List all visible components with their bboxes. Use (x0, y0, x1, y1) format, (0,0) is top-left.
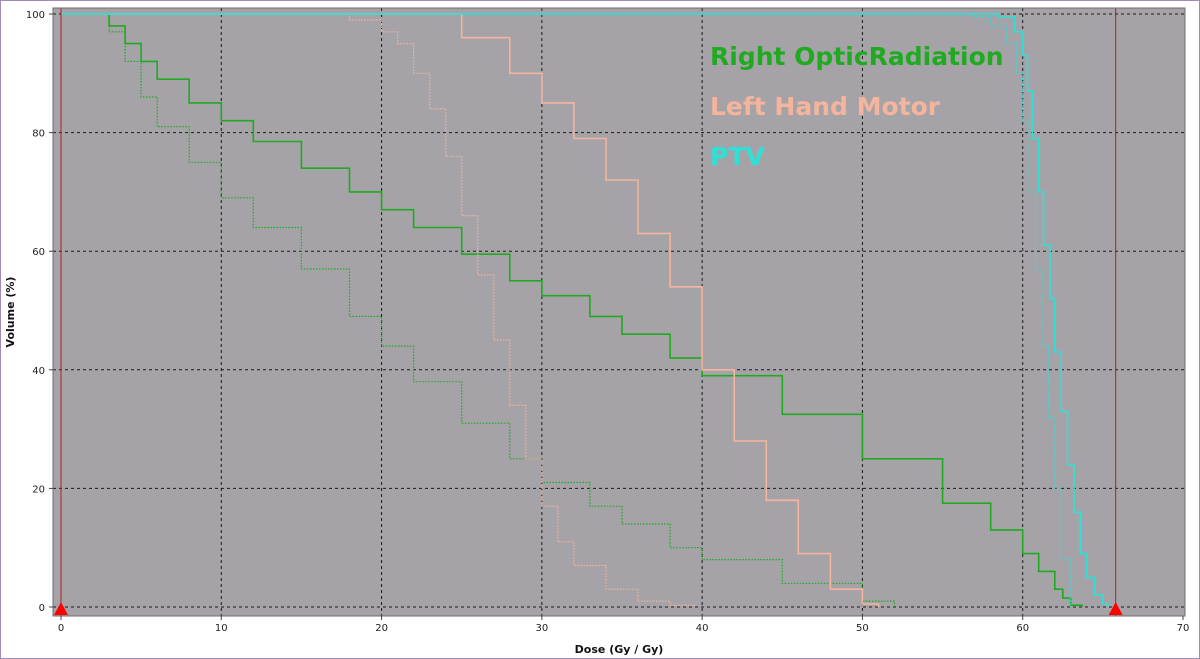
series-line-right-opticradiation (61, 13, 1083, 607)
series-line-right-opticradiation-dotted (61, 13, 896, 607)
marker-layer (54, 8, 1123, 616)
series-line-ptv (61, 13, 1109, 607)
dose-marker-triangle[interactable] (54, 602, 68, 615)
y-tick-label: 0 (39, 603, 45, 614)
x-tick-label: 30 (535, 623, 548, 634)
series-line-ptv-dotted (61, 13, 1072, 607)
legend-item-left-hand-motor: Left Hand Motor (710, 92, 941, 121)
x-tick-label: 0 (58, 623, 64, 634)
x-axis-ticks: 0 10 20 30 40 50 60 70 (58, 616, 1190, 634)
x-tick-label: 20 (375, 623, 388, 634)
series-line-left-hand-motor (61, 13, 880, 607)
legend-item-right-optic-radiation: Right OpticRadiation (710, 42, 1004, 71)
y-tick-label: 100 (26, 10, 45, 21)
series-line-left-hand-motor-dotted (61, 13, 695, 607)
plot-area (53, 8, 1185, 616)
x-tick-label: 70 (1177, 623, 1190, 634)
series-layer (61, 13, 1109, 607)
plot-border (52, 7, 1186, 617)
x-tick-label: 50 (856, 623, 869, 634)
y-tick-label: 40 (32, 366, 45, 377)
x-axis-label: Dose (Gy / Gy) (575, 643, 664, 656)
y-tick-label: 20 (32, 484, 45, 495)
x-tick-label: 10 (215, 623, 228, 634)
y-axis-ticks: 0 20 40 60 80 100 (26, 10, 53, 614)
legend-item-ptv: PTV (710, 142, 765, 171)
y-tick-label: 60 (32, 247, 45, 258)
legend: Right OpticRadiation Left Hand Motor PTV (710, 42, 1004, 171)
y-tick-label: 80 (32, 129, 45, 140)
y-axis-label: Volume (%) (4, 277, 17, 348)
x-tick-label: 40 (696, 623, 709, 634)
grid-lines (53, 8, 1185, 616)
x-tick-label: 60 (1016, 623, 1029, 634)
dose-marker-triangle[interactable] (1108, 602, 1123, 615)
